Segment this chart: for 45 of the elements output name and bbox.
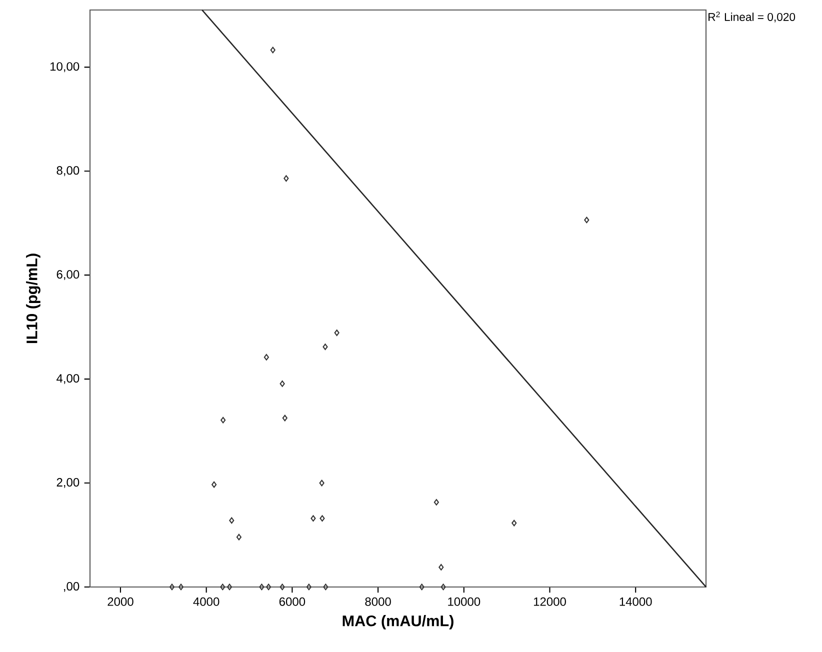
x-tick-label: 6000	[279, 597, 306, 606]
point	[226, 584, 232, 590]
x-tick-label: 14000	[620, 597, 652, 606]
point	[319, 480, 324, 486]
y-tick-label: 4,00	[56, 374, 80, 384]
point	[419, 584, 424, 590]
point	[310, 515, 316, 522]
x-tick-label: 10000	[448, 597, 480, 606]
point	[306, 584, 312, 590]
point	[438, 564, 444, 570]
point	[236, 534, 242, 540]
point	[284, 175, 289, 182]
x-tick-label: 12000	[534, 597, 566, 606]
point	[220, 416, 226, 424]
point	[320, 515, 325, 522]
text: R$^{2}$ Lineal = 0,020	[708, 12, 796, 22]
point	[280, 584, 285, 590]
y-tick-label: 6,00	[56, 270, 80, 280]
x-tick-label: 4000	[193, 597, 220, 606]
y-tick-label: ,00	[64, 582, 80, 592]
point	[280, 380, 285, 387]
point	[270, 46, 276, 54]
x-tick-label: 8000	[365, 597, 391, 606]
point	[512, 520, 517, 526]
y-tick-label: 2,00	[56, 478, 80, 488]
y-axis-title: IL10 (pg/mL)	[26, 254, 40, 344]
point	[178, 584, 184, 590]
point	[322, 344, 328, 350]
x-tick-label: 2000	[108, 597, 134, 606]
point	[264, 354, 269, 360]
x-axis-title: MAC (mAU/mL)	[342, 615, 454, 630]
point	[169, 584, 175, 590]
point	[334, 330, 340, 336]
point	[220, 584, 226, 590]
point	[434, 499, 439, 506]
point	[259, 584, 264, 590]
point	[323, 584, 328, 590]
point	[212, 481, 217, 488]
point	[282, 414, 288, 422]
point	[229, 517, 234, 524]
y-tick-label: 8,00	[56, 166, 80, 176]
y-tick-label: 10,00	[50, 62, 80, 72]
point	[584, 216, 590, 224]
point	[440, 584, 446, 590]
point	[266, 584, 272, 590]
